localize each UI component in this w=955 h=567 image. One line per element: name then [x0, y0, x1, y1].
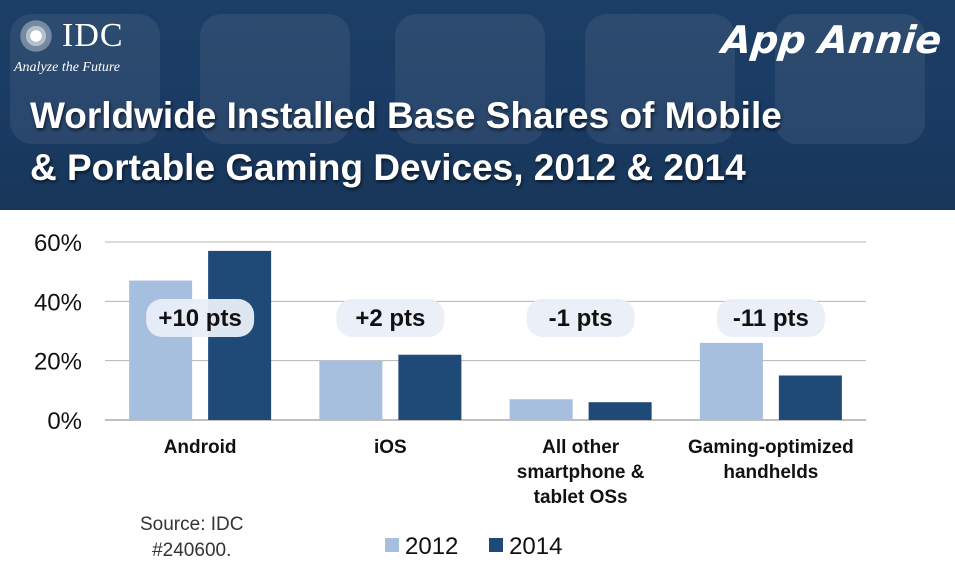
- header-banner: IDC Analyze the Future App Annie Worldwi…: [0, 0, 955, 210]
- change-annotation: -11 pts: [733, 305, 809, 332]
- source-line-1: Source: IDC: [140, 514, 244, 535]
- background-tile: [200, 14, 350, 144]
- x-tick-label-line: tablet OSs: [534, 487, 628, 508]
- y-tick-label: 20%: [34, 349, 82, 376]
- x-tick-label-line: Gaming-optimized: [688, 437, 854, 458]
- title-line-2: & Portable Gaming Devices, 2012 & 2014: [30, 147, 746, 188]
- change-annotation-bg: [716, 299, 825, 337]
- bar-2012: [319, 360, 383, 420]
- x-tick-label: Gaming-optimized handhelds: [688, 437, 854, 483]
- app-annie-logo: App Annie: [719, 18, 944, 62]
- change-annotation-bg: [146, 299, 255, 337]
- legend-label-2014: 2014: [509, 533, 563, 560]
- bar-2014: [588, 402, 652, 420]
- legend-swatch-2012: [385, 537, 399, 552]
- idc-tagline: Analyze the Future: [14, 60, 121, 75]
- source-line-2: #240600.: [152, 540, 232, 561]
- idc-logo-text: IDC: [62, 17, 124, 54]
- bar-2014: [398, 354, 462, 420]
- x-tick-label-line: handhelds: [723, 462, 818, 483]
- x-tick-label-line: Android: [164, 437, 237, 458]
- legend-label-2012: 2012: [405, 533, 459, 560]
- idc-logo: IDC Analyze the Future: [14, 14, 124, 76]
- y-tick-label: 0%: [47, 408, 82, 435]
- bar-chart: 0% 20% 40% 60% Android +10 pts iOS +2 pts All ot…: [34, 230, 866, 508]
- title-line-1: Worldwide Installed Base Shares of Mobil…: [30, 95, 782, 136]
- x-tick-label: All other smartphone & tablet OSs: [517, 437, 645, 508]
- bar-2014: [778, 375, 842, 420]
- bar-2012: [509, 399, 573, 420]
- legend-item-2012: 2012: [385, 533, 458, 561]
- legend-item-2014: 2014: [489, 533, 562, 561]
- change-annotation: +10 pts: [158, 305, 241, 332]
- x-tick-label-line: iOS: [374, 437, 407, 458]
- background-tile: [585, 14, 735, 144]
- y-tick-label: 60%: [34, 230, 82, 257]
- x-tick-label: iOS: [374, 437, 407, 458]
- change-annotation: +2 pts: [355, 305, 425, 332]
- page-title: Worldwide Installed Base Shares of Mobil…: [30, 90, 930, 194]
- source-note: Source: IDC #240600.: [140, 512, 243, 564]
- background-tile: [395, 14, 545, 144]
- y-tick-label: 40%: [34, 289, 82, 316]
- bar-2012: [699, 342, 763, 420]
- change-annotation-bg: [526, 299, 635, 337]
- x-tick-label-line: smartphone &: [517, 462, 645, 483]
- x-tick-label-line: All other: [542, 437, 620, 458]
- idc-globe-icon: [14, 14, 58, 58]
- change-annotation-bg: [336, 299, 445, 337]
- background-tile: [775, 14, 925, 144]
- chart-legend: 2012 2014: [385, 533, 586, 561]
- x-tick-label: Android: [164, 437, 237, 458]
- legend-swatch-2014: [489, 537, 504, 552]
- change-annotation: -1 pts: [549, 305, 613, 332]
